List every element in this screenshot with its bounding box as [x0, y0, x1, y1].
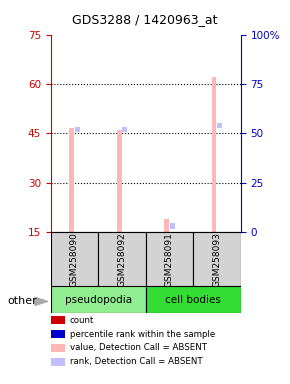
Polygon shape [35, 297, 48, 306]
Bar [51, 232, 98, 286]
Bar [212, 78, 216, 232]
Bar [122, 126, 127, 132]
Text: GSM258092: GSM258092 [117, 232, 126, 286]
Text: percentile rank within the sample: percentile rank within the sample [70, 329, 215, 339]
Text: GSM258090: GSM258090 [70, 232, 79, 286]
Bar [98, 232, 146, 286]
Text: GSM258093: GSM258093 [213, 232, 222, 286]
Text: cell bodies: cell bodies [165, 295, 221, 305]
Text: value, Detection Call = ABSENT: value, Detection Call = ABSENT [70, 343, 206, 353]
Bar [51, 286, 146, 313]
Bar [218, 122, 222, 129]
Bar [117, 130, 122, 232]
Bar [164, 219, 169, 232]
Text: pseudopodia: pseudopodia [65, 295, 132, 305]
Text: other: other [7, 296, 37, 306]
Text: GDS3288 / 1420963_at: GDS3288 / 1420963_at [72, 13, 218, 26]
Text: rank, Detection Call = ABSENT: rank, Detection Call = ABSENT [70, 357, 202, 366]
Text: GSM258091: GSM258091 [165, 232, 174, 286]
Text: count: count [70, 316, 94, 325]
Bar [69, 129, 74, 232]
Bar [146, 286, 241, 313]
Bar [193, 232, 241, 286]
Bar [170, 223, 175, 229]
Bar [146, 232, 193, 286]
Bar [75, 126, 80, 132]
